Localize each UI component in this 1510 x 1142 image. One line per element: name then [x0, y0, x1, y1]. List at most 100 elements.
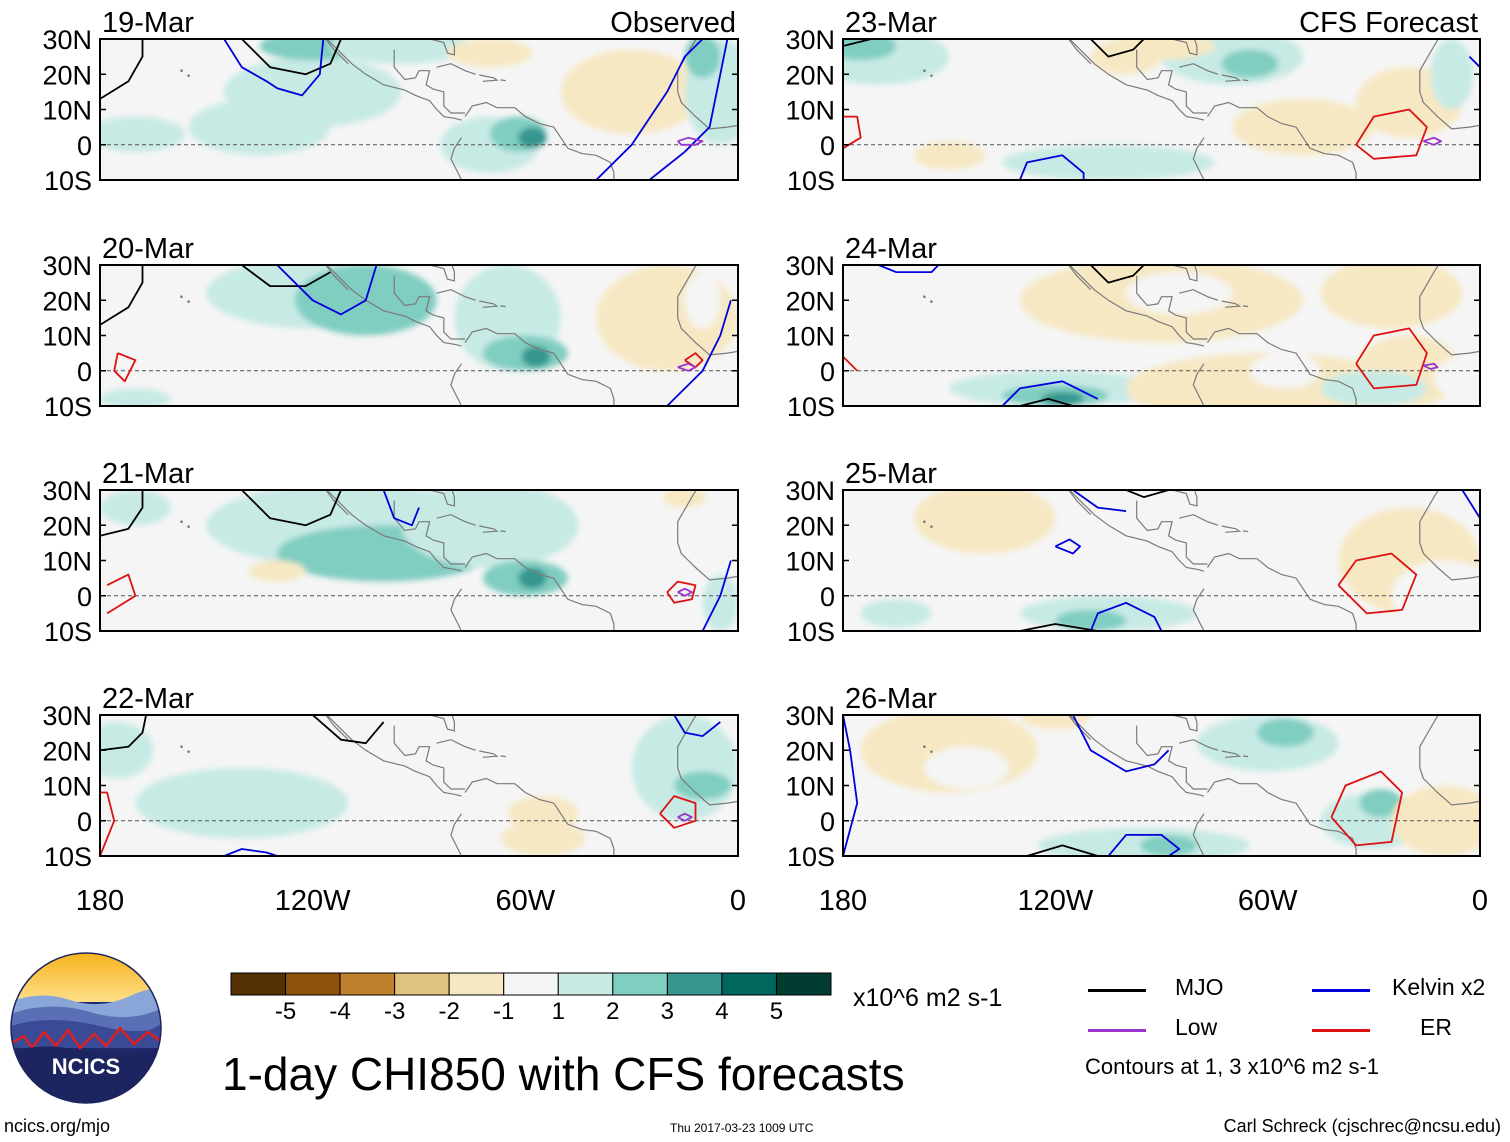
mjo-line-swatch [1088, 989, 1146, 992]
coastline [464, 327, 615, 406]
coastline [1171, 265, 1198, 282]
kelvin-line-swatch [1312, 989, 1370, 992]
kelvin-contour [1107, 834, 1181, 856]
colorbar-swatch [230, 972, 287, 996]
lat-label: 30N [42, 25, 92, 55]
lat-label: 30N [785, 251, 835, 281]
coastline [1419, 490, 1480, 581]
colorbar-swatch [503, 972, 559, 996]
lat-label: 0 [77, 582, 92, 612]
panel-date-label: 19-Mar [102, 7, 194, 39]
lat-label: 0 [77, 357, 92, 387]
coastline [393, 275, 466, 340]
anomaly-blob [401, 490, 579, 568]
coastline [1192, 363, 1205, 406]
anomaly-blob [913, 141, 985, 170]
coastline [1179, 289, 1219, 301]
er-contour [1355, 108, 1428, 160]
anomaly-blob [521, 346, 551, 368]
kelvin-contour [673, 715, 721, 737]
panel-content [843, 490, 1480, 631]
colorbar-swatch [448, 972, 505, 996]
anomaly-blob [560, 49, 703, 135]
coastline [429, 39, 455, 56]
anomaly-blob [507, 796, 579, 832]
kelvin-contour [1072, 715, 1170, 773]
coastline [479, 74, 499, 82]
lat-label: 30N [785, 25, 835, 55]
panel-content [843, 715, 1480, 856]
ncics-logo: NCICS [10, 952, 162, 1104]
mjo-contour [241, 490, 342, 527]
er-contour [113, 352, 137, 383]
coastline [1192, 137, 1205, 180]
coastline [1136, 725, 1208, 790]
low-contour [1423, 136, 1442, 146]
coastline [1242, 305, 1249, 308]
colorbar-swatch [285, 972, 341, 996]
anomaly-blob [1391, 560, 1480, 631]
coastline [677, 715, 738, 806]
colorbar-tick-label: -3 [383, 998, 406, 1025]
lon-label: 0 [730, 885, 746, 917]
island-dot [930, 750, 933, 753]
coastline [1067, 715, 1092, 741]
coastline [1207, 101, 1357, 180]
er-contour [666, 580, 697, 604]
lat-label: 0 [820, 582, 835, 612]
lat-label: 10S [787, 842, 835, 872]
island-dot [180, 520, 183, 524]
coastline [1221, 74, 1242, 82]
coastline [500, 755, 506, 758]
lat-label: 10N [785, 547, 835, 577]
anomaly-blob [100, 490, 171, 526]
anomaly-blob [100, 116, 186, 152]
lat-label: 0 [820, 807, 835, 837]
kelvin-contour [1019, 154, 1085, 180]
panel-content [100, 39, 738, 180]
anomaly-blob [1359, 789, 1403, 818]
legend: MJO Kelvin x2 Low ER Contours at 1, 3 x1… [1085, 970, 1505, 1080]
anomaly-blob [248, 560, 306, 582]
colorbar-tick-label: -5 [274, 998, 297, 1025]
coastline [1179, 739, 1219, 751]
panel-date-label: 24-Mar [845, 233, 937, 265]
forecast-title: CFS Forecast [1299, 7, 1478, 39]
lat-label: 10N [42, 772, 92, 802]
colorbar-swatch [612, 972, 668, 996]
low-line-swatch [1088, 1029, 1146, 1032]
coastline [479, 750, 499, 758]
coastline [1136, 49, 1208, 114]
contour-note: Contours at 1, 3 x10^6 m2 s-1 [1085, 1054, 1380, 1079]
panel-content [843, 265, 1480, 406]
lon-label: 60W [1238, 885, 1298, 917]
coastline [479, 525, 499, 533]
kelvin-contour [1054, 538, 1081, 555]
lat-label: 20N [785, 60, 835, 90]
coastline [677, 265, 738, 356]
coastline [325, 265, 349, 291]
lat-label: 10N [785, 322, 835, 352]
coastline [1171, 39, 1198, 56]
coastline [450, 137, 463, 180]
kelvin-contour [1461, 490, 1480, 519]
coastline [436, 63, 476, 75]
coastline [1069, 715, 1205, 797]
map-panel-21-mar: 21-Mar 30N 20N 10N 0 10S [42, 458, 739, 647]
mjo-contour [100, 265, 144, 326]
coastline [1242, 79, 1249, 82]
coastline [325, 715, 349, 741]
footer-url[interactable]: ncics.org/mjo [4, 1116, 111, 1136]
anomaly-blob [330, 39, 473, 64]
kelvin-contour [1089, 601, 1163, 631]
coastline [464, 552, 615, 631]
kelvin-contour [666, 300, 732, 406]
lat-label: 10N [42, 96, 92, 126]
mjo-contour [1026, 844, 1099, 856]
coastline [1207, 327, 1357, 406]
anomaly-blob [684, 39, 721, 78]
observed-title: Observed [610, 7, 736, 39]
coastline [479, 300, 499, 308]
kelvin-contour [382, 490, 420, 527]
lat-label: 20N [785, 511, 835, 541]
